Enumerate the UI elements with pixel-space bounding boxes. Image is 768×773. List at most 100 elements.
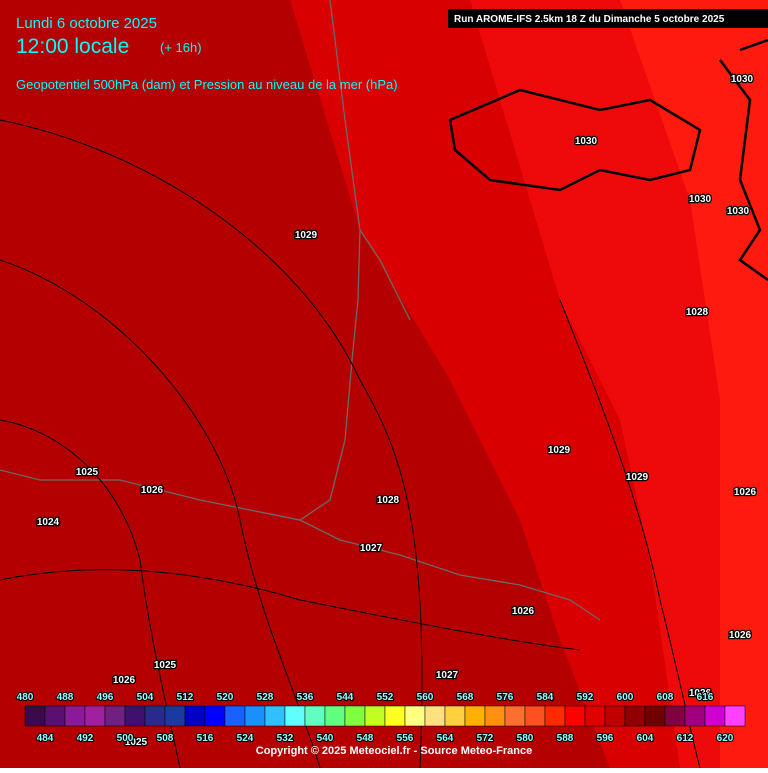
isobar-label: 1030 xyxy=(689,194,712,205)
isobar-label: 1028 xyxy=(377,495,400,506)
isobar-label: 1025 xyxy=(125,737,148,748)
legend-swatch xyxy=(704,705,726,727)
date: Lundi 6 octobre 2025 xyxy=(16,15,157,32)
legend-label: 596 xyxy=(597,733,614,744)
isobar-label: 1030 xyxy=(575,136,598,147)
legend-swatch xyxy=(44,705,66,727)
legend-label: 480 xyxy=(17,692,34,703)
isobar-label: 1026 xyxy=(689,688,712,699)
offset: (+ 16h) xyxy=(160,40,202,55)
legend-swatch xyxy=(164,705,186,727)
isobar xyxy=(0,119,423,769)
time: 12:00 locale xyxy=(16,35,129,58)
legend-label: 520 xyxy=(217,692,234,703)
legend-label: 540 xyxy=(317,733,334,744)
legend-swatch xyxy=(264,705,286,727)
legend-swatch xyxy=(204,705,226,727)
legend-label: 500 xyxy=(117,733,134,744)
copyright: Copyright © 2025 Meteociel.fr - Source M… xyxy=(256,745,532,757)
legend-swatch xyxy=(324,705,346,727)
legend-swatch xyxy=(604,705,626,727)
legend-label: 600 xyxy=(617,692,634,703)
legend-swatch xyxy=(404,705,426,727)
legend-label: 544 xyxy=(337,692,354,703)
legend-swatch xyxy=(124,705,146,727)
isobar-label: 1026 xyxy=(729,630,752,641)
legend-label: 588 xyxy=(557,733,574,744)
isobar xyxy=(0,259,321,769)
isobar-label: 1027 xyxy=(360,543,383,554)
legend-swatch xyxy=(724,705,746,727)
isobar-label: 1030 xyxy=(727,206,750,217)
legend-swatch xyxy=(464,705,486,727)
legend-label: 572 xyxy=(477,733,494,744)
isobar-label: 1029 xyxy=(295,230,318,241)
legend-swatch xyxy=(624,705,646,727)
legend-swatch xyxy=(84,705,106,727)
isobar-label: 1026 xyxy=(512,606,535,617)
legend-label: 488 xyxy=(57,692,74,703)
legend-label: 512 xyxy=(177,692,194,703)
isobar-label: 1024 xyxy=(37,517,60,528)
legend-swatch xyxy=(144,705,166,727)
legend-swatch xyxy=(544,705,566,727)
run-banner xyxy=(448,9,768,28)
isobar-label: 1029 xyxy=(626,472,649,483)
isobar-label: 1026 xyxy=(141,485,164,496)
isobar-label: 1025 xyxy=(76,467,99,478)
legend-label: 556 xyxy=(397,733,414,744)
legend-label: 504 xyxy=(137,692,154,703)
legend-swatch xyxy=(484,705,506,727)
legend-swatch xyxy=(524,705,546,727)
coastline xyxy=(0,0,411,521)
field-region xyxy=(620,0,768,768)
legend-label: 620 xyxy=(717,733,734,744)
isobar xyxy=(0,569,581,651)
legend-label: 564 xyxy=(437,733,454,744)
legend-swatch xyxy=(384,705,406,727)
isobar-1030 xyxy=(448,88,702,192)
legend-swatch xyxy=(444,705,466,727)
legend-swatch xyxy=(64,705,86,727)
legend-label: 604 xyxy=(637,733,654,744)
isobar-label: 1028 xyxy=(686,307,709,318)
legend-swatch xyxy=(104,705,126,727)
legend-label: 552 xyxy=(377,692,394,703)
legend-swatch xyxy=(564,705,586,727)
isobar-label: 1025 xyxy=(154,660,177,671)
legend-swatch xyxy=(584,705,606,727)
legend-label: 492 xyxy=(77,733,94,744)
isobar-1030 xyxy=(719,38,768,282)
legend-label: 608 xyxy=(657,692,674,703)
legend-swatch xyxy=(424,705,446,727)
legend-label: 484 xyxy=(37,733,54,744)
legend-swatch xyxy=(244,705,266,727)
legend-label: 536 xyxy=(297,692,314,703)
legend-label: 568 xyxy=(457,692,474,703)
legend-label: 524 xyxy=(237,733,254,744)
legend-swatch xyxy=(24,705,46,727)
legend-label: 532 xyxy=(277,733,294,744)
legend-swatch xyxy=(364,705,386,727)
legend-label: 616 xyxy=(697,692,714,703)
isobar-label: 1026 xyxy=(734,487,757,498)
legend-label: 548 xyxy=(357,733,374,744)
isobar-label: 1026 xyxy=(113,675,136,686)
legend-swatch xyxy=(224,705,246,727)
legend-label: 592 xyxy=(577,692,594,703)
legend-label: 580 xyxy=(517,733,534,744)
isobar-label: 1030 xyxy=(731,74,754,85)
legend-swatch xyxy=(344,705,366,727)
legend-swatch xyxy=(304,705,326,727)
isobar-labels: 1030 1030 1030 1030 1029 1028 1029 1029 1025 1026… xyxy=(36,73,758,750)
legend-label: 516 xyxy=(197,733,214,744)
legend-swatch xyxy=(644,705,666,727)
legend-swatch xyxy=(684,705,706,727)
run-info: Run AROME-IFS 2.5km 18 Z du Dimanche 5 o… xyxy=(454,14,725,25)
legend-label: 508 xyxy=(157,733,174,744)
subtitle: Geopotentiel 500hPa (dam) et Pression au… xyxy=(16,77,398,92)
isobar-label: 1029 xyxy=(548,445,571,456)
legend-label: 560 xyxy=(417,692,434,703)
legend-label: 612 xyxy=(677,733,694,744)
